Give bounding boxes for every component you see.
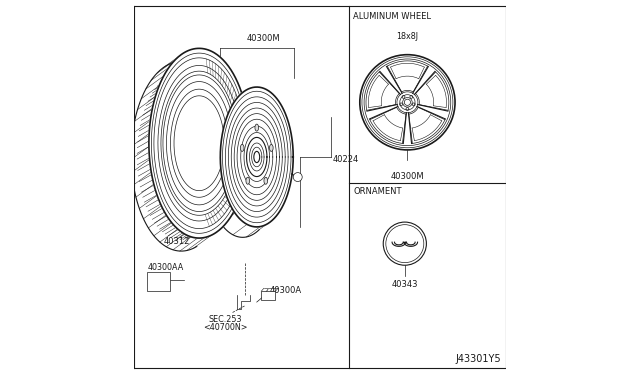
Text: ALUMINUM WHEEL: ALUMINUM WHEEL — [353, 12, 431, 21]
Text: ORNAMENT: ORNAMENT — [353, 187, 402, 196]
Text: 40300AA: 40300AA — [148, 263, 184, 272]
Ellipse shape — [254, 151, 260, 163]
Text: <40700N>: <40700N> — [203, 323, 248, 332]
Text: 40300M: 40300M — [246, 34, 280, 43]
Bar — [261, 291, 275, 300]
Text: 40300M: 40300M — [390, 172, 424, 181]
Circle shape — [362, 57, 453, 148]
Text: 40300A: 40300A — [270, 286, 302, 295]
Polygon shape — [220, 87, 293, 227]
Ellipse shape — [246, 177, 250, 184]
Text: SEC.253: SEC.253 — [209, 315, 242, 324]
Text: 40312: 40312 — [164, 237, 190, 246]
Text: 18x8J: 18x8J — [396, 32, 419, 41]
Text: 40224: 40224 — [333, 155, 359, 164]
Ellipse shape — [269, 144, 273, 151]
Bar — [147, 272, 170, 291]
Circle shape — [293, 173, 302, 182]
Circle shape — [383, 222, 426, 265]
Ellipse shape — [264, 177, 268, 184]
Text: J43301Y5: J43301Y5 — [456, 354, 502, 364]
Ellipse shape — [255, 124, 259, 131]
Ellipse shape — [241, 144, 244, 151]
Text: 40343: 40343 — [392, 280, 418, 289]
Polygon shape — [149, 48, 250, 238]
